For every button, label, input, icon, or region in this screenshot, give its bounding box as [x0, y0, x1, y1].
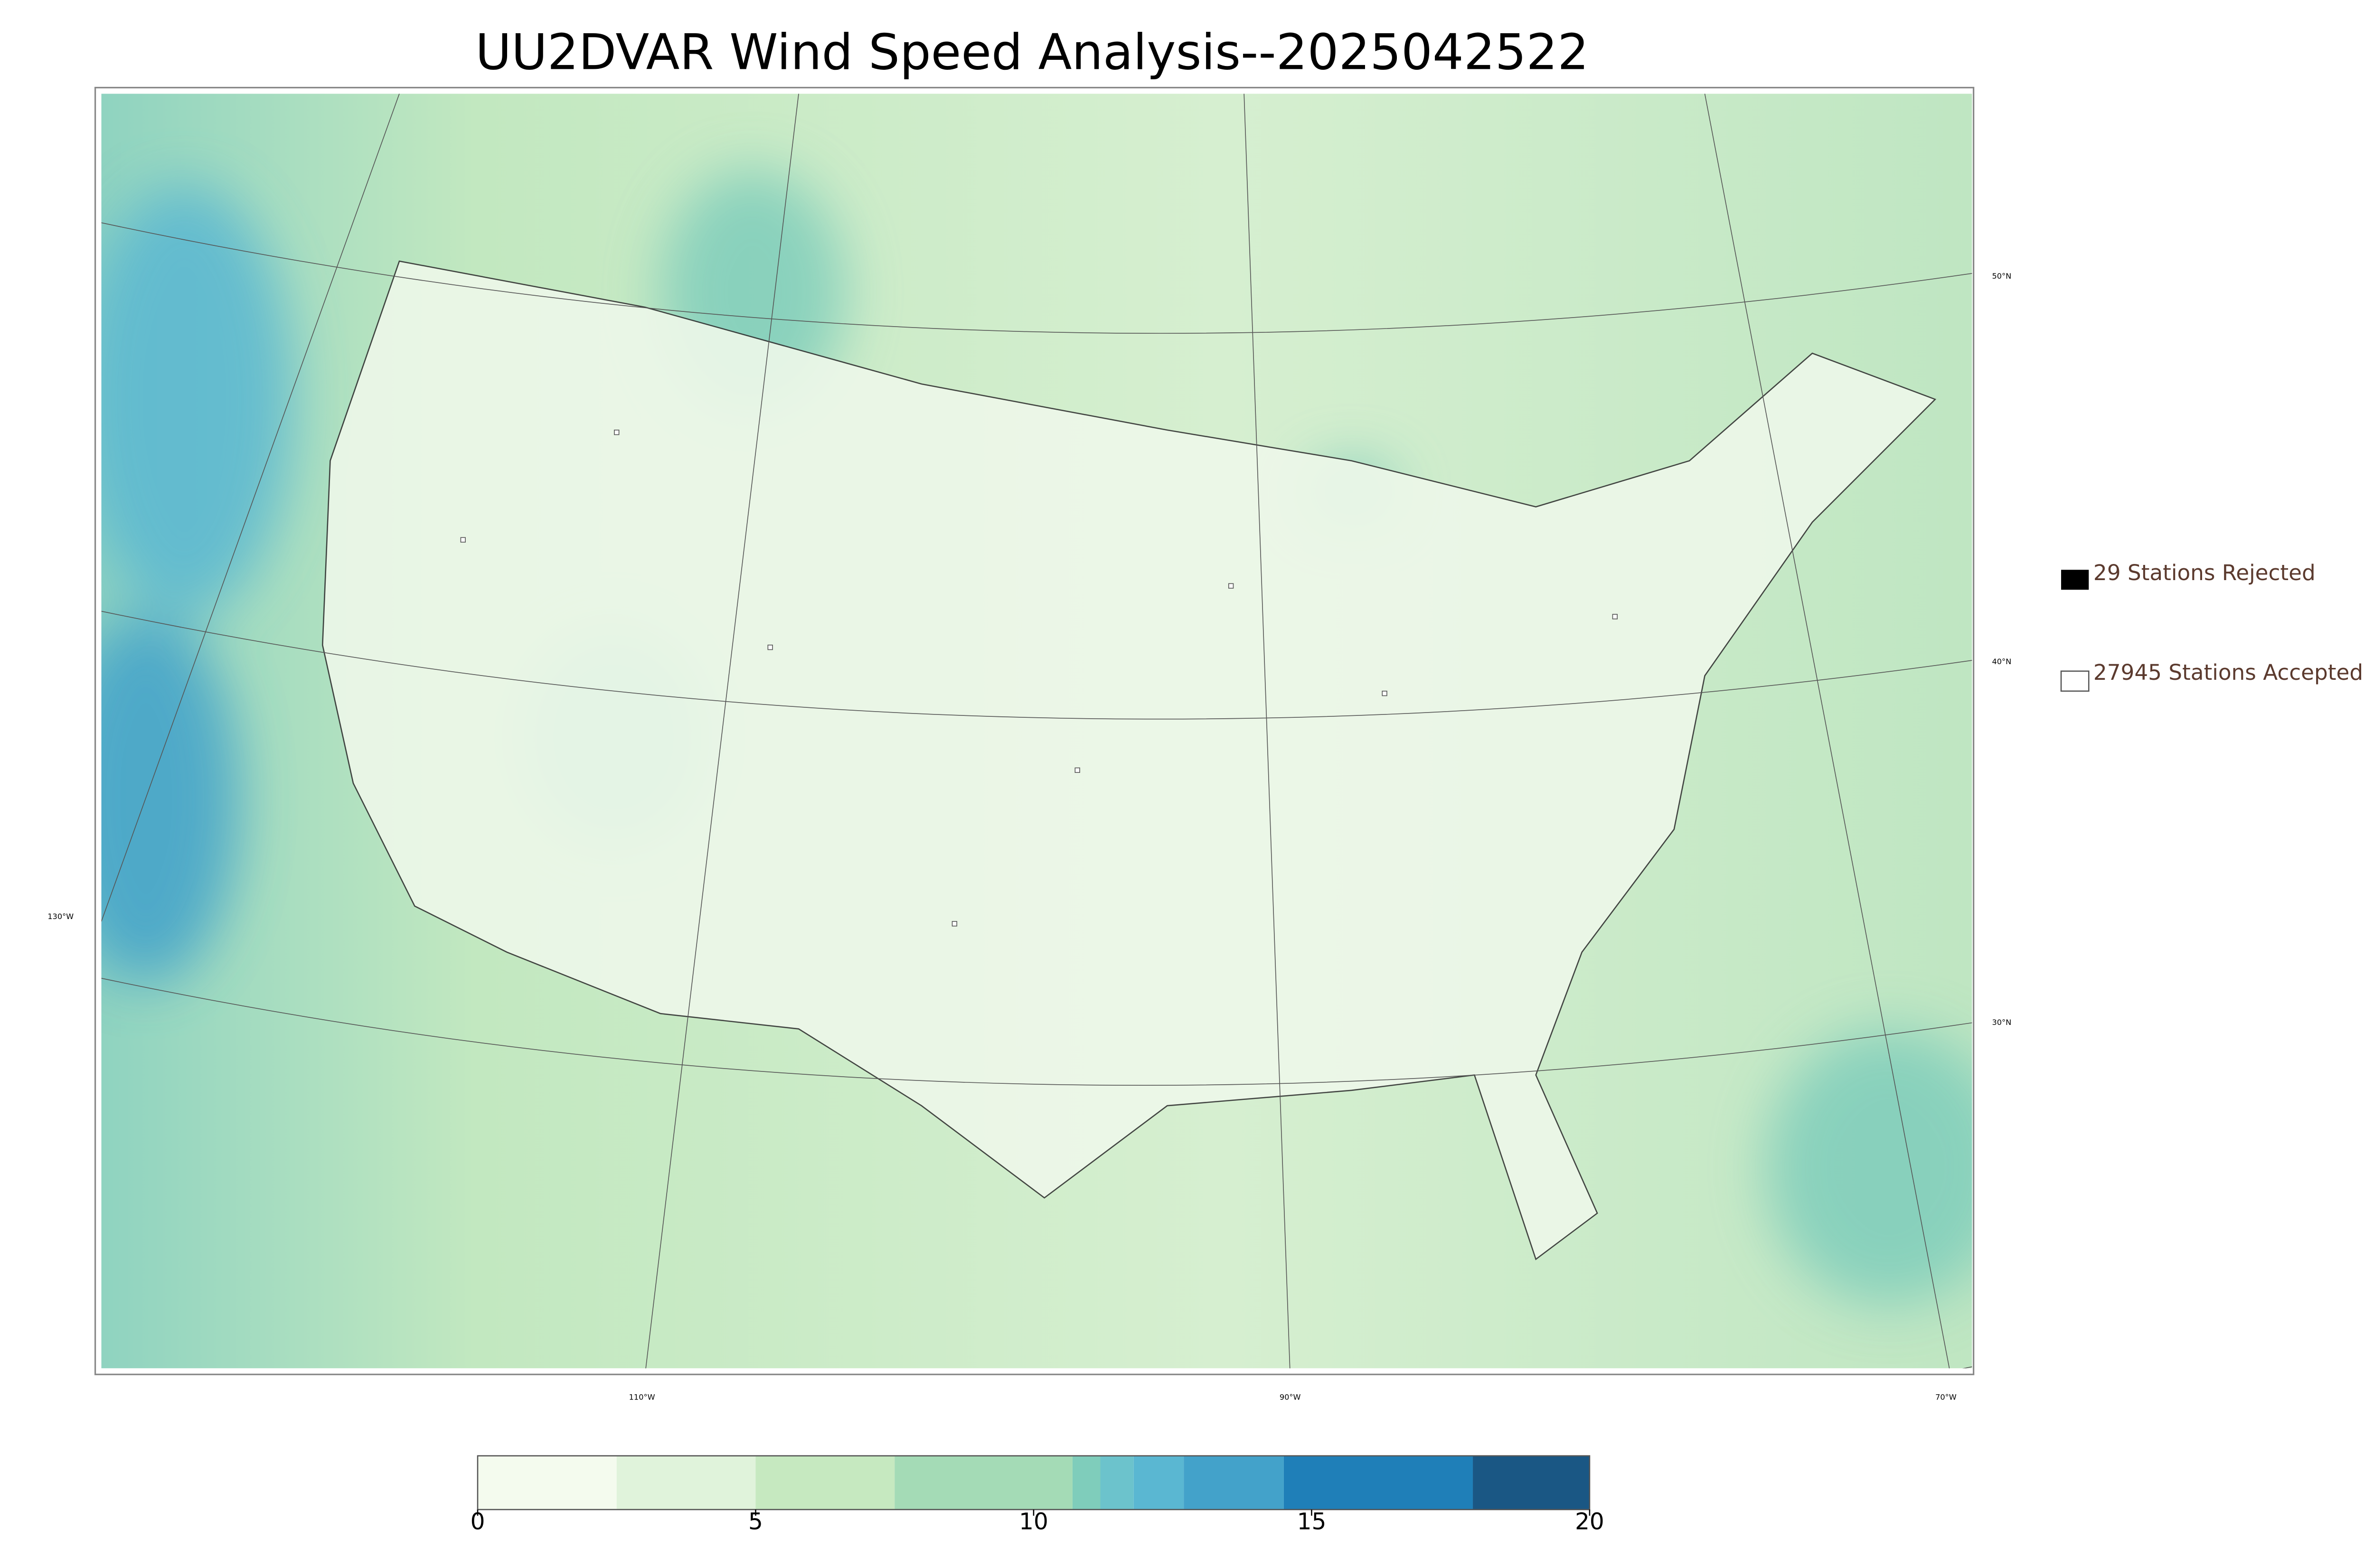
legend-rejected: 29 Stations Rejected — [2093, 560, 2316, 585]
colorbar-band — [1072, 1455, 1101, 1510]
lon-label: 110°W — [629, 1392, 655, 1401]
colorbar-band — [616, 1455, 756, 1510]
map-frame — [94, 86, 1975, 1375]
colorbar-band — [1100, 1455, 1134, 1510]
colorbar: 0 5 10 15 20 — [471, 1455, 1604, 1535]
colorbar-band — [1473, 1455, 1590, 1510]
colorbar-band — [1133, 1455, 1184, 1510]
colorbar-tick-label: 0 — [471, 1509, 485, 1535]
legend-marker-accepted — [2060, 670, 2090, 692]
colorbar-band — [1283, 1455, 1473, 1510]
colorbar-tick-label: 5 — [748, 1509, 763, 1535]
colorbar-band — [478, 1455, 617, 1510]
lon-label: 70°W — [1935, 1392, 1957, 1401]
colorbar-band — [1184, 1455, 1284, 1510]
colorbar-band — [895, 1455, 1073, 1510]
colorbar-tick-label: 10 — [1019, 1509, 1048, 1535]
map-title: UU2DVAR Wind Speed Analysis--2025042522 — [475, 24, 1589, 81]
lon-label: 90°W — [1280, 1392, 1301, 1401]
colorbar-tick-label: 15 — [1297, 1509, 1327, 1535]
legend-accepted: 27945 Stations Accepted — [2093, 660, 2363, 685]
lat-label: 40°N — [1992, 657, 2011, 666]
map — [101, 94, 1972, 1369]
legend-marker-rejected — [2061, 570, 2089, 590]
lat-label: 50°N — [1992, 272, 2011, 281]
colorbar-band — [755, 1455, 895, 1510]
lon-label: 130°W — [47, 912, 74, 921]
lat-label: 30°N — [1992, 1018, 2011, 1027]
colorbar-tick-label: 20 — [1575, 1509, 1604, 1535]
